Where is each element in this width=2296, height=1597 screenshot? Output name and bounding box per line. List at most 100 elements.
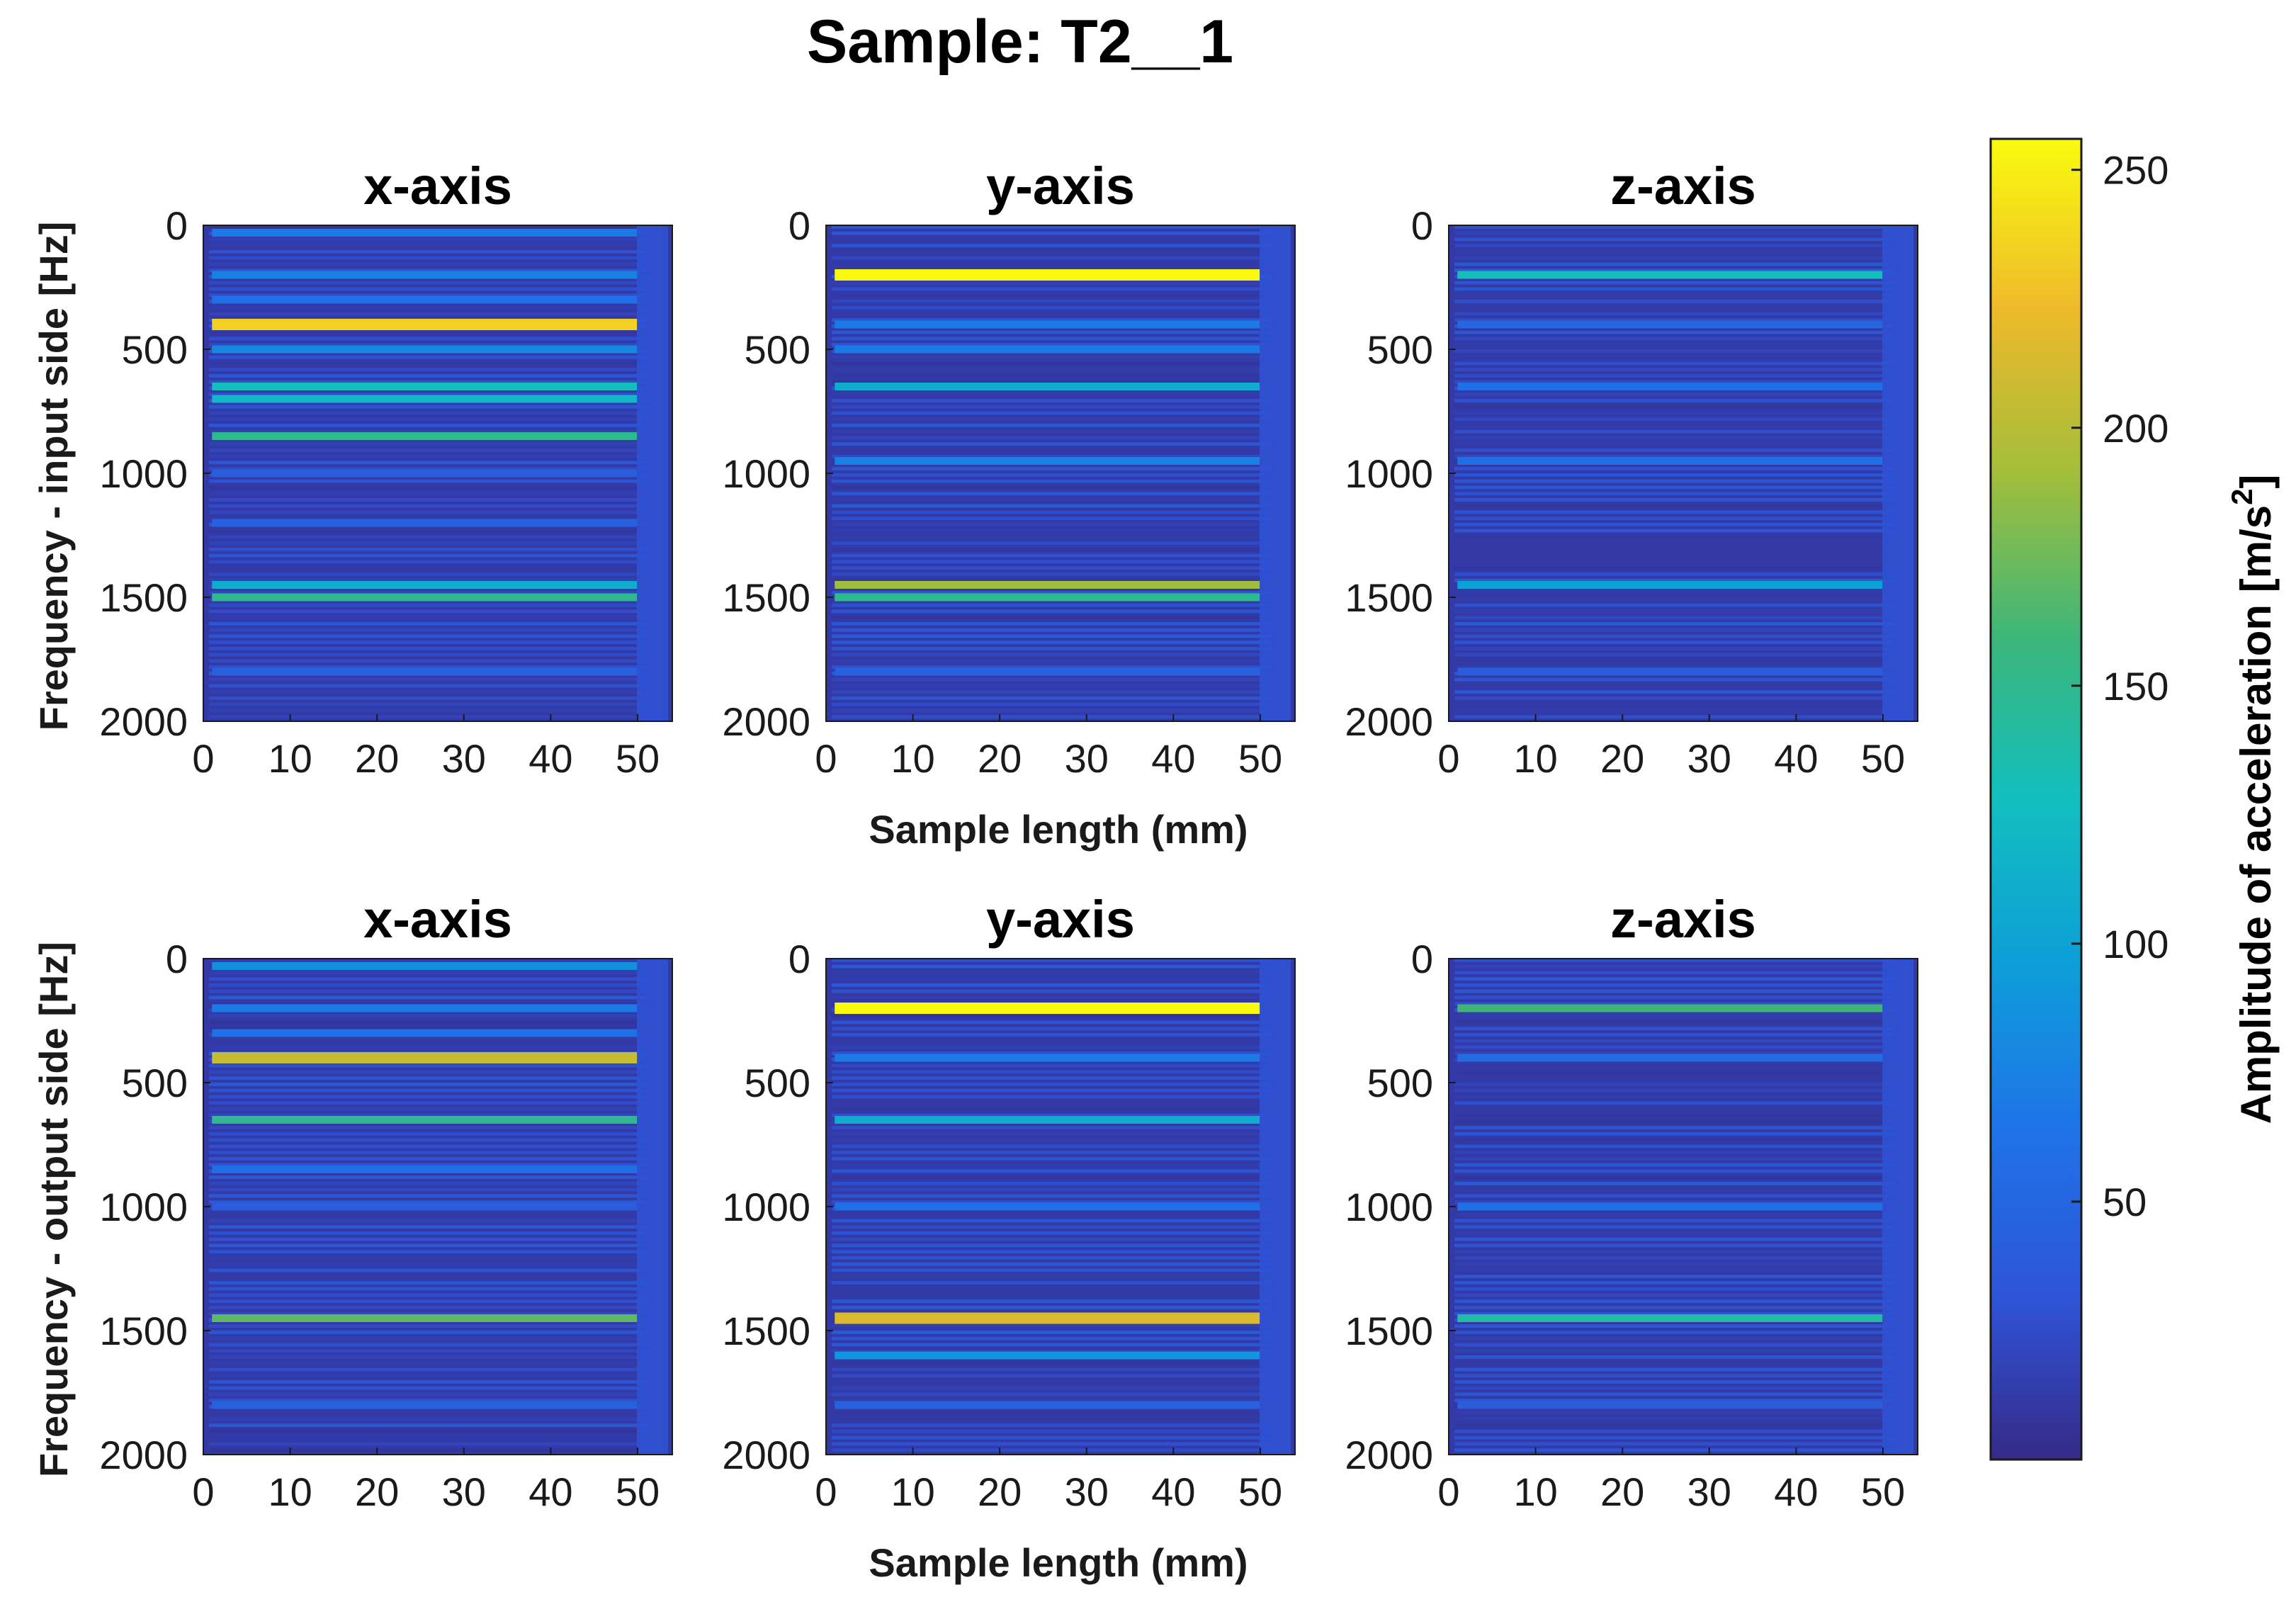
x-tick-label: 50 <box>1861 736 1905 781</box>
heatmap-cell-row <box>209 1182 650 1185</box>
heatmap-cell-row <box>209 1281 650 1285</box>
heatmap-cell-row <box>832 1299 1272 1304</box>
heatmap-cell-row <box>1454 479 1895 483</box>
y-tick-label: 0 <box>788 203 810 248</box>
heatmap-cell-row <box>832 454 1272 458</box>
heatmap-cell-row <box>209 653 650 657</box>
heatmap-cell-row <box>832 424 1272 427</box>
heatmap-cell-row <box>1454 1182 1895 1185</box>
heatmap-cell-row <box>832 399 1272 402</box>
heatmap-cell-row <box>209 454 650 458</box>
heatmap-cell-row <box>209 696 650 700</box>
heatmap-cell-row <box>1454 709 1895 713</box>
heatmap-cell-row <box>1454 529 1895 533</box>
heatmap-cell-row <box>1454 1033 1895 1037</box>
heatmap-cell-row <box>832 572 1272 576</box>
heatmap-cell-row <box>209 1063 650 1068</box>
heatmap-cell-row <box>1454 498 1895 502</box>
heatmap-cell-row <box>1454 1430 1895 1433</box>
heatmap-cell-row <box>209 1126 650 1130</box>
heatmap-cell-row <box>1454 690 1895 694</box>
y-tick-label: 1000 <box>99 451 188 496</box>
heatmap-cell-row <box>209 548 650 551</box>
heatmap-cell-row <box>1454 1299 1895 1304</box>
heatmap-edge <box>1882 959 1913 1455</box>
heatmap-cell-row <box>832 1051 1272 1056</box>
x-tick-label: 10 <box>890 736 934 781</box>
heatmap-cell-row <box>209 256 650 260</box>
heatmap-cell-row <box>1454 1331 1895 1334</box>
y-tick-label: 500 <box>745 327 810 372</box>
heatmap-cell-row <box>1454 250 1895 254</box>
heatmap-band <box>835 1116 1260 1124</box>
heatmap-cell-row <box>209 684 650 688</box>
heatmap-cell-row <box>1454 517 1895 521</box>
heatmap-cell-row <box>209 702 650 706</box>
heatmap-cell-row <box>209 1132 650 1136</box>
colorbar: 250 200 150 100 50 Amplitude of acceleration… <box>1989 137 2280 1461</box>
x-tick-label: 0 <box>1437 736 1459 781</box>
heatmap-cell-row <box>209 380 650 384</box>
heatmap-cell-row <box>1454 281 1895 285</box>
heatmap-cell-row <box>832 1219 1272 1223</box>
heatmap-cell-row <box>832 244 1272 248</box>
heatmap-cell-row <box>832 1070 1272 1074</box>
y-tick-label: 0 <box>788 937 810 981</box>
y-tick-label: 2000 <box>722 1433 810 1477</box>
heatmap-cell-row <box>209 1088 650 1093</box>
heatmap-cell-row <box>209 715 650 719</box>
heatmap-cell-row <box>209 1374 650 1378</box>
heatmap-band <box>212 581 638 589</box>
heatmap-band <box>212 1166 638 1173</box>
heatmap-cell-row <box>1454 1293 1895 1297</box>
heatmap-cell-row <box>832 1182 1272 1185</box>
x-tick-label: 30 <box>1687 736 1731 781</box>
heatmap-cell-row <box>209 1442 650 1446</box>
heatmap-cell-row <box>832 983 1272 987</box>
heatmap-cell-row <box>832 1175 1272 1180</box>
heatmap-cell-row <box>1454 361 1895 366</box>
heatmap-cell-row <box>832 535 1272 539</box>
heatmap-band <box>212 271 638 279</box>
heatmap-cell-row <box>832 300 1272 303</box>
heatmap-cell-row <box>832 1392 1272 1396</box>
y-tick-label: 500 <box>1367 327 1433 372</box>
heatmap-cell-row <box>832 989 1272 993</box>
heatmap-band <box>1457 667 1883 676</box>
heatmap-cell-row <box>1454 262 1895 266</box>
heatmap-cell-row <box>209 1386 650 1390</box>
y-tick-label: 1500 <box>99 1309 188 1353</box>
heatmap-cell-row <box>1454 1151 1895 1155</box>
heatmap-cell-row <box>1454 355 1895 359</box>
heatmap-cell-row <box>832 964 1272 969</box>
heatmap-cell-row <box>209 541 650 546</box>
heatmap-cell-row <box>209 504 650 508</box>
heatmap-cell-row <box>209 1157 650 1161</box>
x-axis-label-top: Sample length (mm) <box>869 807 1248 852</box>
heatmap-cell-row <box>209 1411 650 1415</box>
y-tick-label: 500 <box>122 1061 188 1105</box>
heatmap-band <box>212 345 638 354</box>
heatmap-cell-row <box>209 1256 650 1260</box>
heatmap-cell-row <box>832 1386 1272 1390</box>
heatmap-band <box>1457 1401 1883 1409</box>
heatmap-cell-row <box>209 591 650 595</box>
heatmap-cell-row <box>832 473 1272 477</box>
heatmap-cell-row <box>1454 634 1895 638</box>
heatmap-band <box>212 519 638 527</box>
heatmap-cell-row <box>832 702 1272 706</box>
heatmap-cell-row <box>832 1163 1272 1167</box>
colorbar-tick-label: 50 <box>2103 1180 2147 1224</box>
heatmap-cell-row <box>1454 1336 1895 1341</box>
heatmap-cell-row <box>832 523 1272 526</box>
x-tick-label: 20 <box>1600 1469 1644 1514</box>
panel-title: x-axis <box>363 890 512 949</box>
heatmap-cell-row <box>1454 448 1895 452</box>
heatmap-cell-row <box>209 424 650 427</box>
heatmap-band <box>1457 271 1883 279</box>
heatmap-cell-row <box>1454 305 1895 310</box>
heatmap-cell-row <box>209 1399 650 1403</box>
heatmap-cell-row <box>209 1262 650 1266</box>
heatmap-cell-row <box>1454 702 1895 706</box>
y-tick-label: 0 <box>166 937 188 981</box>
